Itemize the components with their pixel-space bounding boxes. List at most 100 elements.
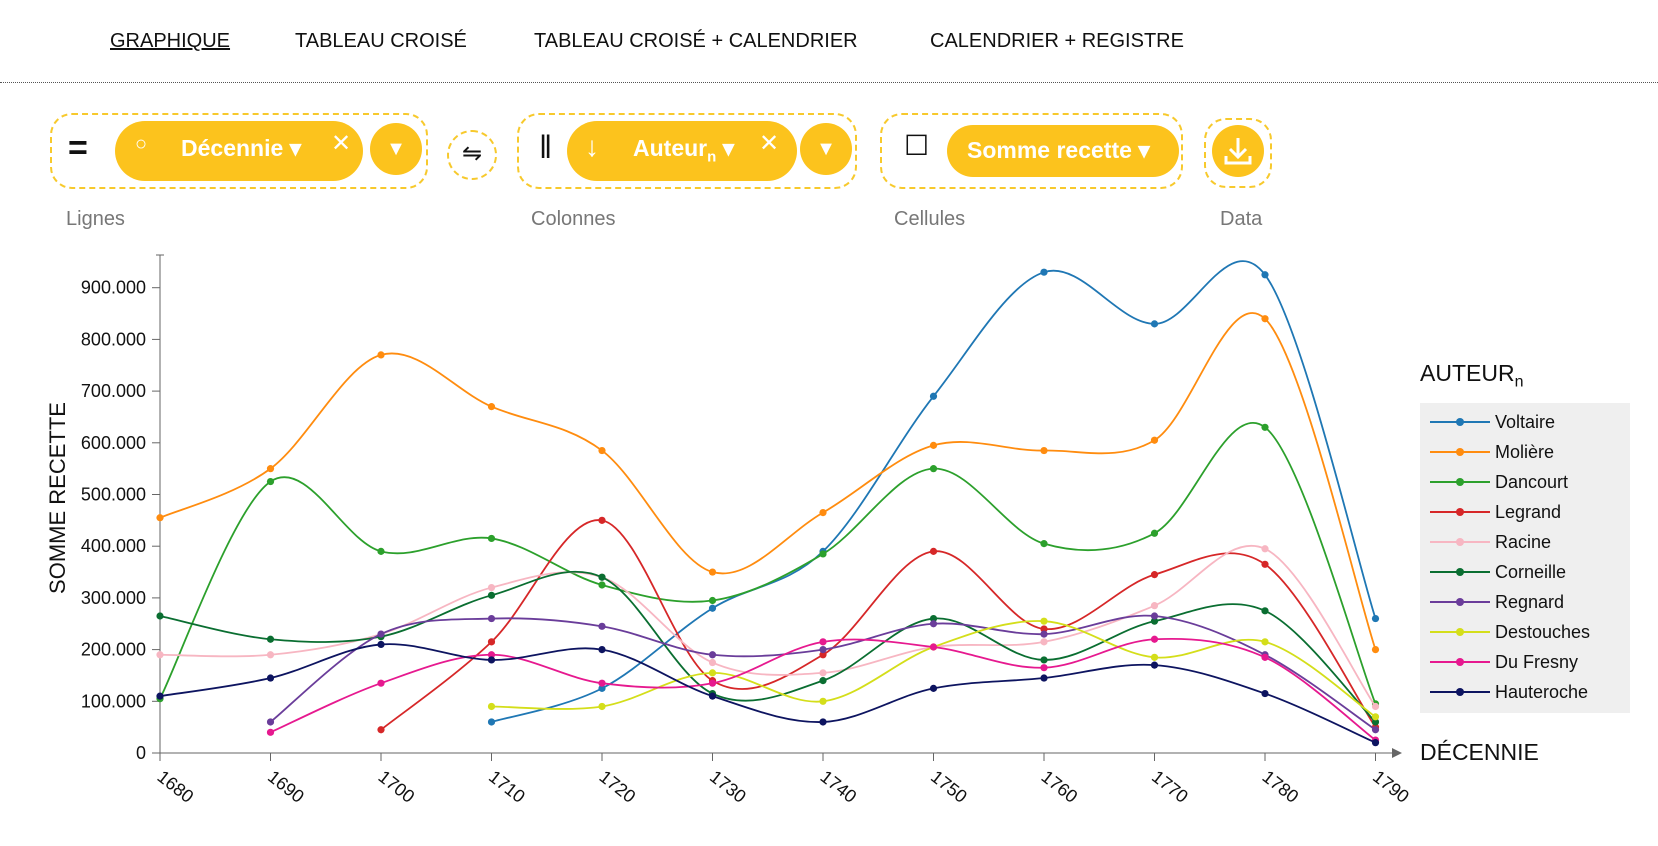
legend-item-voltaire[interactable]: Voltaire [1430, 407, 1630, 437]
legend-item-moli-re[interactable]: Molière [1430, 437, 1630, 467]
data-point-moli-re [1150, 436, 1159, 444]
series-line-hauteroche [159, 643, 1376, 744]
data-point-destouches [708, 669, 717, 677]
data-point-regnard [377, 630, 385, 638]
columns-dropdown-button[interactable]: ▼ [800, 123, 852, 175]
data-point-moli-re [929, 441, 938, 449]
legend-item-label: Racine [1495, 532, 1552, 552]
close-icon[interactable]: ✕ [759, 130, 780, 157]
data-point-dancourt [708, 596, 717, 605]
legend-swatch [1430, 628, 1490, 636]
swap-button[interactable]: ⇋ [447, 130, 497, 180]
y-tick-label: 500.000 [81, 485, 146, 505]
data-point-dancourt [487, 534, 496, 543]
series-line-moli-re [159, 312, 1377, 650]
data-point-moli-re [598, 446, 606, 455]
legend-item-label: Hauteroche [1495, 682, 1589, 702]
data-label: Data [1220, 208, 1263, 230]
tab-calendrier-registre[interactable]: CALENDRIER + REGISTRE [930, 30, 1184, 52]
rows-label: Lignes [66, 208, 125, 230]
tab-tableau-croise[interactable]: TABLEAU CROISÉ [295, 30, 467, 52]
y-tick-label: 400.000 [81, 536, 146, 556]
square-icon: ☐ [904, 130, 930, 161]
rows-dropdown-button[interactable]: ▼ [370, 123, 422, 175]
legend-item-dancourt[interactable]: Dancourt [1430, 467, 1630, 497]
x-axis-title: DÉCENNIE [1420, 739, 1539, 765]
data-point-corneille [819, 677, 827, 685]
close-icon[interactable]: ✕ [331, 130, 352, 157]
tab-graphique[interactable]: GRAPHIQUE [110, 30, 231, 52]
data-point-voltaire [1261, 271, 1269, 279]
data-point-voltaire [929, 392, 938, 400]
columns-drop-zone[interactable]: ‖ ↓ Auteurn ▾ ✕ ▼ [517, 113, 857, 189]
data-point-legrand [487, 638, 496, 646]
data-point-dancourt [266, 477, 275, 486]
data-point-corneille [487, 591, 496, 599]
data-point-hauteroche [929, 684, 938, 692]
legend-item-hauteroche[interactable]: Hauteroche [1430, 677, 1630, 707]
data-point-corneille [266, 635, 275, 643]
rows-drop-zone[interactable]: = ○ Décennie ▾ ✕ ▼ [50, 113, 428, 189]
legend-item-legrand[interactable]: Legrand [1430, 497, 1630, 527]
series-line-destouches [491, 620, 1377, 718]
data-point-voltaire [598, 684, 606, 692]
x-tick-label: 1710 [485, 766, 529, 806]
somme-recette-pill[interactable]: Somme recette ▾ [947, 125, 1179, 177]
decennie-pill-label: Décennie ▾ [181, 135, 302, 161]
legend-item-racine[interactable]: Racine [1430, 527, 1630, 557]
line-chart: 0 100.000 200.000 300.000 400.000 500.000 600.… [81, 254, 1413, 807]
data-download-zone[interactable] [1204, 118, 1272, 188]
caret-down-icon: ▼ [816, 138, 836, 160]
data-point-hauteroche [1150, 661, 1159, 669]
swap-arrows-icon: ⇋ [461, 140, 483, 167]
data-point-racine [1261, 545, 1269, 553]
data-point-regnard [487, 614, 496, 623]
series-line-legrand [380, 519, 1377, 731]
x-tick-label: 1690 [264, 766, 308, 806]
data-point-regnard [266, 718, 275, 726]
data-point-racine [1371, 702, 1380, 711]
legend-item-destouches[interactable]: Destouches [1430, 617, 1630, 647]
data-point-moli-re [377, 351, 385, 359]
data-point-voltaire [1040, 268, 1048, 276]
data-point-racine [266, 651, 275, 659]
data-point-du-fresny [487, 651, 496, 659]
data-point-dancourt [929, 465, 938, 473]
tab-tableau-croise-calendrier[interactable]: TABLEAU CROISÉ + CALENDRIER [534, 30, 858, 52]
legend-title-sub: n [1514, 373, 1524, 391]
x-tick-label: 1770 [1148, 766, 1192, 806]
cells-drop-zone[interactable]: ☐ Somme recette ▾ [880, 113, 1183, 189]
data-point-destouches [1150, 653, 1159, 661]
legend-item-regnard[interactable]: Regnard [1430, 587, 1630, 617]
auteur-pill-label: Auteurn ▾ [633, 135, 735, 166]
data-point-destouches [1371, 713, 1380, 721]
data-point-hauteroche [1040, 674, 1048, 682]
data-point-corneille [1371, 718, 1380, 726]
legend-swatch [1430, 568, 1490, 576]
data-point-moli-re [266, 465, 275, 473]
auteur-pill[interactable]: ↓ Auteurn ▾ ✕ [567, 121, 797, 181]
data-point-dancourt [598, 581, 606, 589]
legend-swatch [1430, 658, 1490, 666]
data-point-dancourt [1150, 529, 1159, 537]
data-point-du-fresny [708, 679, 717, 687]
data-point-destouches [487, 702, 496, 711]
legend-swatch [1430, 538, 1490, 546]
data-point-legrand [1150, 571, 1159, 579]
data-point-moli-re [1371, 646, 1380, 654]
data-point-destouches [1040, 617, 1048, 625]
data-point-legrand [598, 516, 606, 524]
download-button[interactable] [1212, 125, 1264, 177]
data-point-voltaire [1150, 320, 1159, 328]
data-point-du-fresny [1150, 635, 1159, 643]
legend-item-label: Destouches [1495, 622, 1591, 642]
legend-item-du-fresny[interactable]: Du Fresny [1430, 647, 1630, 677]
legend-item-corneille[interactable]: Corneille [1430, 557, 1630, 587]
x-tick-label: 1750 [927, 766, 971, 806]
legend-swatch [1430, 508, 1490, 516]
x-tick-label: 1790 [1369, 766, 1413, 806]
decennie-pill[interactable]: ○ Décennie ▾ ✕ [115, 121, 363, 181]
legend-swatch [1430, 688, 1490, 696]
series-line-dancourt [159, 422, 1377, 705]
x-tick-label: 1700 [375, 766, 419, 806]
